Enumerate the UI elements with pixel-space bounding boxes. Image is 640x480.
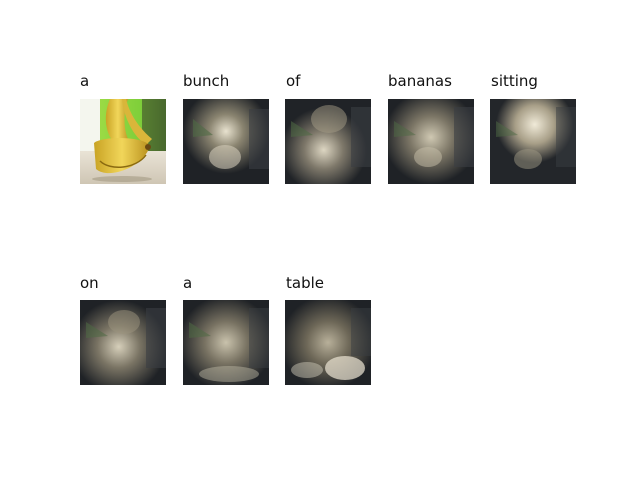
caption-word-6: on	[80, 274, 99, 292]
caption-word-2: bunch	[183, 72, 230, 90]
caption-word-7: a	[183, 274, 193, 292]
attention-map-tile	[285, 300, 371, 385]
caption-word-8: table	[286, 274, 324, 292]
attention-map-tile	[490, 99, 576, 184]
original-photo-tile	[80, 99, 166, 184]
caption-word-1: a	[80, 72, 90, 90]
caption-word-5: sitting	[491, 72, 538, 90]
attention-map-tile	[285, 99, 371, 184]
attention-map-tile	[183, 99, 269, 184]
attention-map-tile	[388, 99, 474, 184]
caption-word-3: of	[286, 72, 301, 90]
attention-map-tile	[80, 300, 166, 385]
caption-word-4: bananas	[388, 72, 452, 90]
attention-map-tile	[183, 300, 269, 385]
